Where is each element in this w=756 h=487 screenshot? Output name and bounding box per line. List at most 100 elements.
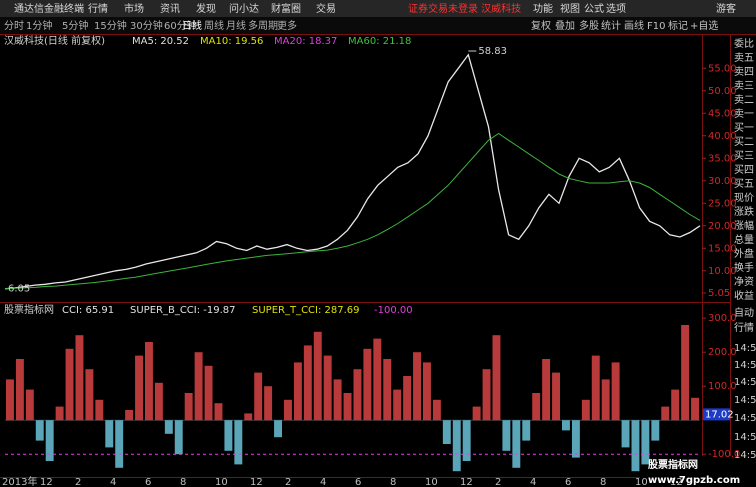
- x-tick-label: 6: [565, 477, 571, 487]
- cci-bar: [125, 410, 134, 421]
- cci-bar: [691, 397, 699, 421]
- menu-item[interactable]: 问小达: [229, 2, 259, 15]
- x-tick-label: 12: [670, 477, 683, 487]
- menu-item[interactable]: 功能: [533, 2, 553, 15]
- tool-button[interactable]: 叠加: [555, 20, 575, 32]
- cci-bar: [85, 369, 94, 421]
- menu-item[interactable]: 选项: [606, 2, 626, 15]
- tool-button[interactable]: 多股: [579, 19, 599, 32]
- login-notice[interactable]: 证券交易未登录 汉威科技: [408, 2, 521, 15]
- side-tick: 14:50: [734, 343, 756, 354]
- side-tick: 行情: [734, 321, 754, 334]
- menu-item[interactable]: 发现: [196, 2, 216, 15]
- x-tick-label: 6: [145, 477, 151, 487]
- cci-bar: [135, 355, 143, 421]
- cci-bar: [661, 406, 670, 421]
- quote-label: 卖三: [734, 80, 754, 92]
- menu-item[interactable]: 财富圈: [271, 2, 301, 15]
- quote-label: 买五: [734, 178, 754, 190]
- cci-bar: [303, 345, 312, 421]
- cci-bar: [472, 406, 481, 421]
- quote-label: 买二: [734, 136, 754, 148]
- period-tab[interactable]: 更多: [277, 19, 297, 32]
- period-tab[interactable]: 30分钟: [130, 19, 163, 32]
- period-tab[interactable]: 5分钟: [62, 19, 88, 32]
- period-tab[interactable]: 15分钟: [94, 19, 127, 32]
- toolbar: [0, 17, 756, 34]
- menu-item[interactable]: 通达信金融终端: [14, 2, 84, 15]
- menu-item[interactable]: 市场: [124, 2, 144, 15]
- period-tab[interactable]: 月线: [226, 19, 246, 32]
- x-tick-label: 2013年: [2, 475, 37, 487]
- quote-label: 净资: [734, 275, 754, 288]
- menu-item[interactable]: 视图: [560, 2, 580, 15]
- menu-item[interactable]: 资讯: [160, 3, 180, 15]
- cci-bar: [194, 352, 203, 421]
- menu-item[interactable]: 游客: [716, 2, 736, 15]
- cci-bar: [403, 376, 412, 421]
- tool-button[interactable]: 复权: [531, 19, 551, 32]
- cci-bar: [601, 379, 610, 421]
- side-tick: 14:50: [734, 360, 756, 371]
- menu-item[interactable]: 公式: [584, 2, 604, 15]
- y-tick-label: 45.00: [708, 108, 737, 119]
- x-tick-label: 2: [495, 477, 501, 487]
- quote-label: 涨幅: [734, 219, 754, 232]
- cci-bar: [244, 413, 253, 421]
- side-tick: 14:50: [734, 377, 756, 388]
- ref-label: -100.00: [374, 305, 413, 316]
- quote-label: 买一: [734, 122, 754, 134]
- x-tick-label: 12: [40, 477, 53, 487]
- info-text: MA5: 20.52: [132, 36, 189, 47]
- info-text: 股票指标网: [4, 303, 54, 316]
- tool-button[interactable]: F10: [647, 21, 665, 32]
- cci-bar: [562, 420, 570, 431]
- cci-bar: [502, 420, 511, 451]
- x-tick-label: 10: [635, 477, 648, 487]
- info-text: MA20: 18.37: [274, 36, 337, 47]
- period-tab[interactable]: 60分钟: [164, 19, 197, 32]
- quote-label: 收益: [734, 289, 754, 302]
- cci-bar: [95, 399, 104, 421]
- cci-bar: [105, 420, 114, 448]
- tool-button[interactable]: 画线: [624, 19, 644, 32]
- cci-bar: [462, 420, 471, 461]
- cci-bar: [204, 365, 213, 421]
- period-tab[interactable]: 多周期: [248, 19, 278, 32]
- period-tab[interactable]: 周线: [204, 19, 224, 32]
- period-tab[interactable]: 日线: [182, 19, 202, 32]
- side-tick: 14:50: [734, 413, 756, 424]
- x-tick-label: 6: [355, 477, 361, 487]
- cci-bar: [154, 382, 163, 421]
- cci-bar: [145, 342, 153, 421]
- tool-button[interactable]: 标记: [668, 20, 688, 32]
- cci-bar: [45, 420, 54, 461]
- cci-bar: [254, 372, 263, 421]
- y-tick-label: 100.0: [708, 381, 737, 392]
- cci-bar: [621, 420, 630, 448]
- cci-bar: [492, 335, 501, 421]
- menu-item[interactable]: 交易: [316, 2, 336, 15]
- high-label: 58.83: [478, 46, 507, 57]
- x-tick-label: 8: [390, 477, 396, 487]
- tool-button[interactable]: +自选: [690, 19, 718, 32]
- cci-bar: [611, 362, 620, 421]
- y-tick-label: 55.00: [708, 63, 737, 74]
- info-text: 汉威科技(日线 前复权): [4, 34, 105, 47]
- watermark-box: [640, 456, 756, 487]
- cci-bar: [512, 420, 521, 468]
- quote-label: 涨跌: [734, 205, 754, 218]
- y-tick-label: 300.0: [708, 313, 737, 324]
- cci-bar: [651, 420, 660, 441]
- cci-bar: [681, 325, 690, 421]
- menu-item[interactable]: 行情: [88, 2, 108, 15]
- quote-label: 卖四: [734, 66, 754, 78]
- x-tick-label: 8: [180, 477, 186, 487]
- period-tab[interactable]: 分时: [4, 20, 24, 32]
- y-tick-label: 20.00: [708, 221, 737, 232]
- period-tab[interactable]: 1分钟: [26, 19, 52, 32]
- cci-bar: [115, 420, 124, 468]
- tool-button[interactable]: 统计: [601, 19, 621, 32]
- cci-bar: [581, 399, 590, 421]
